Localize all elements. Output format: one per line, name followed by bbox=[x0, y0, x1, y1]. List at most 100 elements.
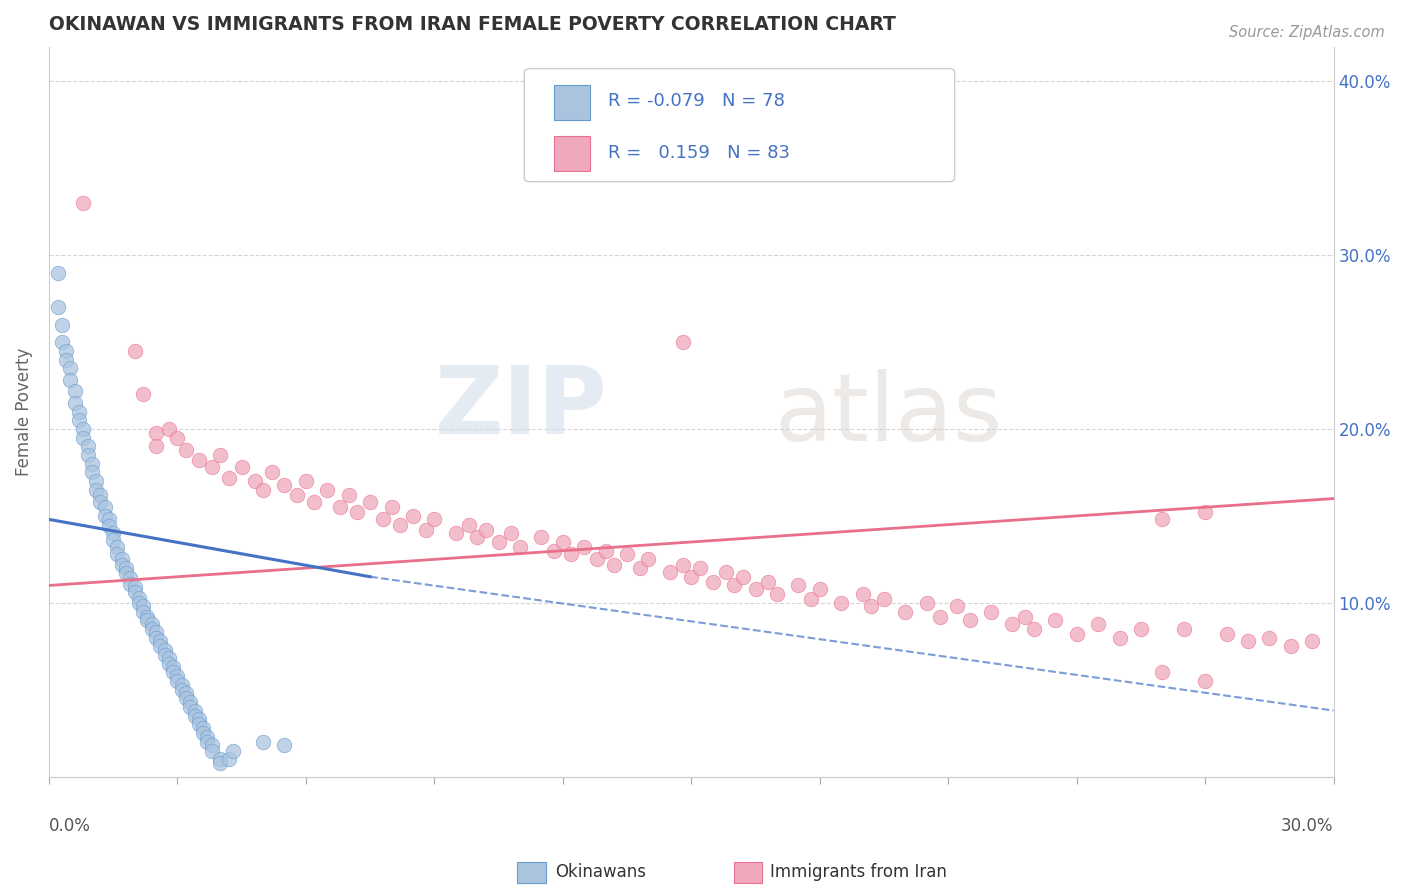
Point bbox=[111, 558, 134, 572]
Point bbox=[107, 547, 129, 561]
Point bbox=[141, 616, 163, 631]
Point bbox=[1237, 634, 1260, 648]
Text: OKINAWAN VS IMMIGRANTS FROM IRAN FEMALE POVERTY CORRELATION CHART: OKINAWAN VS IMMIGRANTS FROM IRAN FEMALE … bbox=[49, 15, 896, 34]
Point bbox=[285, 488, 308, 502]
Point bbox=[509, 540, 531, 554]
Point bbox=[252, 735, 274, 749]
Point bbox=[1194, 673, 1216, 688]
Point bbox=[723, 578, 745, 592]
Point bbox=[120, 576, 142, 591]
Point bbox=[637, 552, 659, 566]
Point bbox=[153, 642, 176, 657]
Point bbox=[371, 512, 394, 526]
Point bbox=[197, 735, 219, 749]
Point bbox=[243, 474, 266, 488]
Point bbox=[1258, 631, 1281, 645]
Point bbox=[157, 422, 180, 436]
Point bbox=[616, 547, 638, 561]
Point bbox=[346, 505, 368, 519]
Point bbox=[76, 448, 98, 462]
Point bbox=[179, 695, 201, 709]
Point bbox=[80, 457, 103, 471]
Point bbox=[170, 682, 193, 697]
Point bbox=[389, 517, 412, 532]
Point bbox=[132, 599, 155, 614]
Point bbox=[89, 488, 111, 502]
Point bbox=[1152, 665, 1174, 680]
Point bbox=[97, 512, 120, 526]
Point bbox=[201, 743, 224, 757]
Point bbox=[714, 565, 737, 579]
Point bbox=[84, 474, 107, 488]
Point bbox=[359, 495, 381, 509]
Point bbox=[149, 640, 172, 654]
Point bbox=[67, 413, 90, 427]
Point bbox=[145, 631, 167, 645]
Point bbox=[586, 552, 609, 566]
Point bbox=[174, 691, 197, 706]
Point bbox=[218, 752, 240, 766]
Point bbox=[46, 266, 69, 280]
Point bbox=[183, 704, 205, 718]
Point bbox=[84, 483, 107, 497]
Point bbox=[603, 558, 626, 572]
Text: ZIP: ZIP bbox=[434, 362, 607, 454]
Text: Source: ZipAtlas.com: Source: ZipAtlas.com bbox=[1229, 25, 1385, 40]
Point bbox=[136, 613, 159, 627]
Point bbox=[209, 448, 232, 462]
Point bbox=[423, 512, 446, 526]
Point bbox=[457, 517, 479, 532]
Point bbox=[959, 613, 981, 627]
Point bbox=[51, 318, 73, 332]
Point bbox=[187, 717, 209, 731]
Text: R = -0.079   N = 78: R = -0.079 N = 78 bbox=[607, 93, 785, 111]
Point bbox=[166, 673, 188, 688]
Point bbox=[63, 396, 86, 410]
Point bbox=[51, 335, 73, 350]
Point bbox=[59, 373, 82, 387]
Bar bbox=[554, 86, 589, 120]
Point bbox=[115, 561, 138, 575]
Point bbox=[501, 526, 523, 541]
Point bbox=[132, 387, 155, 401]
Point bbox=[162, 660, 184, 674]
Point bbox=[1066, 627, 1088, 641]
Point bbox=[672, 558, 695, 572]
Point bbox=[380, 500, 402, 515]
Point bbox=[72, 422, 94, 436]
Text: 0.0%: 0.0% bbox=[49, 817, 91, 835]
Point bbox=[187, 712, 209, 726]
Point bbox=[402, 508, 425, 523]
Point bbox=[415, 523, 437, 537]
Point bbox=[689, 561, 711, 575]
Point bbox=[928, 609, 950, 624]
Point bbox=[474, 523, 496, 537]
Point bbox=[124, 585, 146, 599]
Point bbox=[111, 552, 134, 566]
Point bbox=[179, 700, 201, 714]
Y-axis label: Female Poverty: Female Poverty bbox=[15, 348, 32, 475]
Point bbox=[273, 477, 295, 491]
Point bbox=[980, 605, 1002, 619]
Point bbox=[157, 651, 180, 665]
Point bbox=[595, 543, 617, 558]
Point bbox=[197, 730, 219, 744]
Point bbox=[183, 708, 205, 723]
Point bbox=[218, 471, 240, 485]
Point bbox=[166, 669, 188, 683]
Point bbox=[209, 752, 232, 766]
Point bbox=[128, 591, 150, 605]
Point bbox=[67, 404, 90, 418]
Point bbox=[543, 543, 565, 558]
Point bbox=[808, 582, 831, 596]
Point bbox=[731, 570, 754, 584]
Point bbox=[295, 474, 318, 488]
Point bbox=[162, 665, 184, 680]
Point bbox=[120, 572, 142, 586]
Point bbox=[1152, 512, 1174, 526]
Point bbox=[145, 439, 167, 453]
Point bbox=[93, 508, 115, 523]
Point bbox=[252, 483, 274, 497]
Point bbox=[201, 460, 224, 475]
Point bbox=[76, 439, 98, 453]
